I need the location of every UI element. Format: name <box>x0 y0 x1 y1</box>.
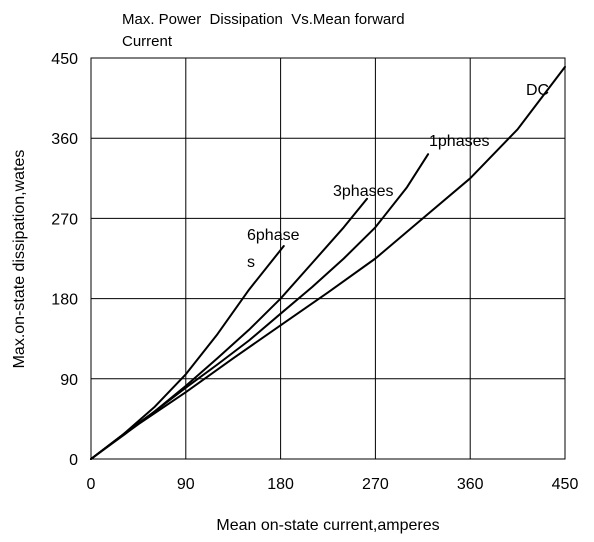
plot-frame <box>90 57 566 460</box>
chart-title-line-2: Current <box>122 33 173 50</box>
y-tick-label-0: 0 <box>69 452 78 469</box>
series-label-2-line-1: 1phases <box>429 133 490 150</box>
y-tick-label-3: 270 <box>51 211 78 228</box>
series-lines <box>90 65 566 460</box>
tick-labels: 0 90 180 270 360 450 0 90 180 270 360 450 <box>51 51 578 493</box>
series-label-0-line-2: s <box>247 254 255 271</box>
series-line-1 <box>90 197 368 460</box>
y-tick-label-5: 450 <box>51 51 78 68</box>
series-line-3 <box>90 65 566 460</box>
series-line-0 <box>90 245 285 460</box>
x-tick-label-3: 270 <box>362 476 389 493</box>
y-tick-label-2: 180 <box>51 292 78 309</box>
y-tick-label-1: 90 <box>60 372 78 389</box>
x-axis-label: Mean on-state current,amperes <box>216 517 439 534</box>
x-tick-label-0: 0 <box>87 476 96 493</box>
series-label-3-line-1: DC <box>526 82 549 99</box>
x-tick-label-1: 90 <box>177 476 195 493</box>
y-axis-label: Max.on-state dissipation,wates <box>11 150 28 369</box>
series-label-0-line-1: 6phase <box>247 227 300 244</box>
series-line-2 <box>90 153 430 460</box>
y-tick-label-4: 360 <box>51 131 78 148</box>
axes <box>90 57 566 460</box>
chart-title: Max. Power Dissipation Vs.Mean forward Cu… <box>122 11 405 50</box>
x-tick-label-2: 180 <box>267 476 294 493</box>
chart-title-line-1: Max. Power Dissipation Vs.Mean forward <box>122 11 405 28</box>
series-label-1-line-1: 3phases <box>333 183 394 200</box>
x-tick-label-5: 450 <box>552 476 579 493</box>
x-tick-label-4: 360 <box>457 476 484 493</box>
series-labels: 6phase s 3phases 1phases DC <box>247 82 549 271</box>
